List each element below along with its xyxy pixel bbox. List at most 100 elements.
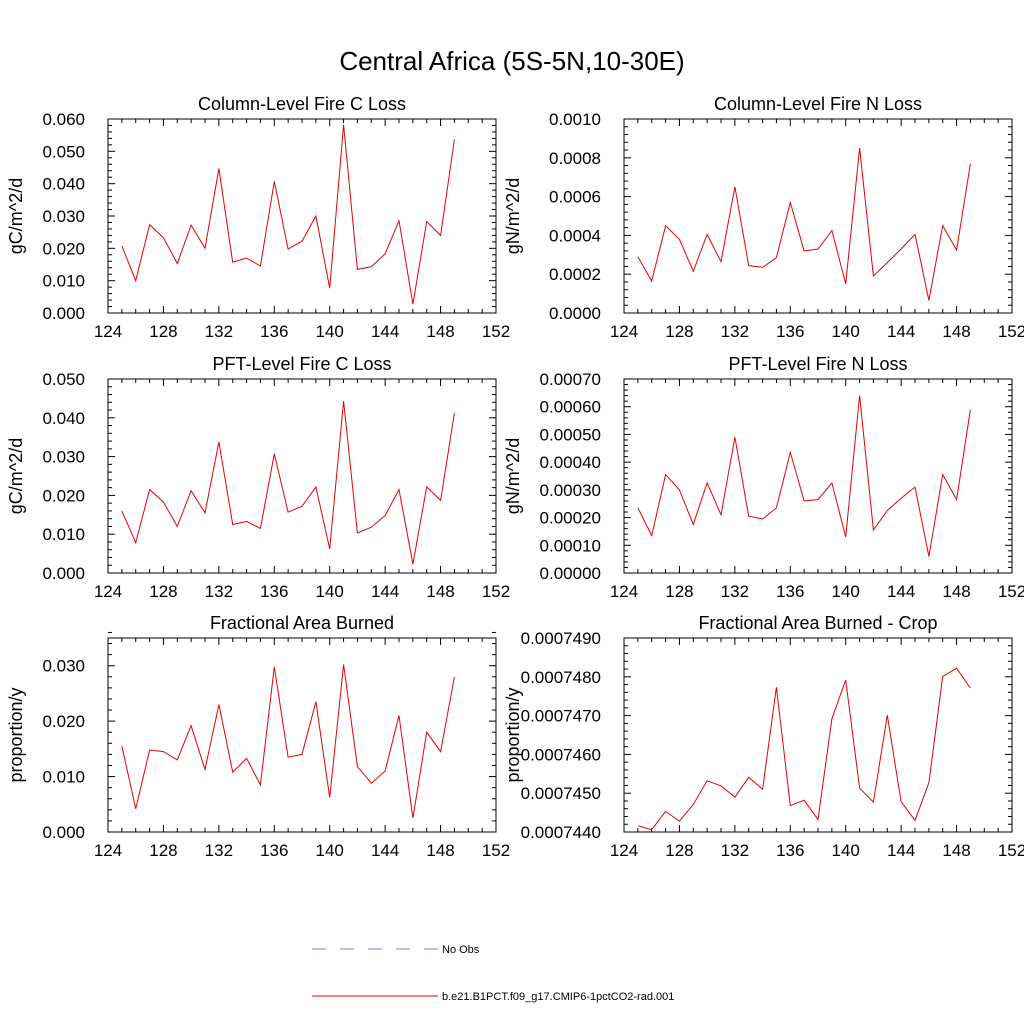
y-tick-label: 0.00020 bbox=[540, 509, 601, 528]
x-tick-label: 128 bbox=[149, 582, 177, 601]
x-tick-label: 132 bbox=[721, 841, 749, 860]
y-tick-label: 0.0004 bbox=[549, 226, 601, 245]
y-axis-label: proportion/y bbox=[6, 687, 26, 782]
chart-title: PFT-Level Fire N Loss bbox=[728, 354, 907, 374]
chart-title: Column-Level Fire C Loss bbox=[198, 94, 406, 114]
x-tick-label: 128 bbox=[149, 322, 177, 341]
x-tick-label: 124 bbox=[94, 582, 122, 601]
y-tick-label: 0.000 bbox=[42, 304, 85, 323]
y-tick-label: 0.00050 bbox=[540, 425, 601, 444]
x-tick-label: 144 bbox=[887, 582, 915, 601]
chart-panels: 124 128 132 136 140 144 148 152 0.000 0.010 0.020 0… bbox=[6, 94, 1024, 860]
y-tick-label: 0.000 bbox=[42, 564, 85, 583]
x-tick-label: 132 bbox=[721, 582, 749, 601]
x-tick-label: 148 bbox=[426, 841, 454, 860]
y-tick-label: 0.020 bbox=[42, 239, 85, 258]
y-axis-label: gN/m^2/d bbox=[503, 438, 523, 514]
y-tick-label: 0.0002 bbox=[549, 265, 601, 284]
y-tick-label: 0.00040 bbox=[540, 453, 601, 472]
figure-title: Central Africa (5S-5N,10-30E) bbox=[339, 46, 684, 76]
y-tick-label: 0.050 bbox=[42, 370, 85, 389]
x-tick-label: 124 bbox=[610, 322, 638, 341]
y-tick-label: 0.00010 bbox=[540, 536, 601, 555]
chart-panel-1: 124 128 132 136 140 144 148 152 0.000 0.010 0.020 0… bbox=[6, 94, 510, 341]
x-tick-label: 132 bbox=[205, 841, 233, 860]
x-tick-label: 144 bbox=[371, 582, 399, 601]
x-tick-label: 144 bbox=[887, 841, 915, 860]
series-line-1 bbox=[121, 664, 455, 819]
y-tick-label: 0.030 bbox=[42, 448, 85, 467]
plot-frame bbox=[107, 637, 497, 833]
y-tick-label: 0.00070 bbox=[540, 370, 601, 389]
chart-title: Fractional Area Burned - Crop bbox=[698, 613, 937, 633]
plot-frame bbox=[107, 378, 497, 574]
y-tick-label: 0.040 bbox=[42, 409, 85, 428]
x-tick-label: 140 bbox=[316, 841, 344, 860]
chart-panel-5: 124 128 132 136 140 144 148 152 0.000 0.010 0.020 0… bbox=[6, 613, 510, 860]
legend: No Obs b.e21.B1PCT.f09_g17.CMIP6-1pctCO2… bbox=[312, 944, 674, 1003]
y-tick-label: 0.050 bbox=[42, 142, 85, 161]
x-tick-label: 144 bbox=[371, 841, 399, 860]
series-line-1 bbox=[121, 124, 455, 305]
y-tick-label: 0.00060 bbox=[540, 398, 601, 417]
x-tick-label: 152 bbox=[998, 322, 1024, 341]
plot-frame bbox=[623, 637, 1013, 833]
y-tick-label: 0.00000 bbox=[540, 564, 601, 583]
y-tick-label: 0.0007480 bbox=[521, 668, 601, 687]
x-tick-label: 148 bbox=[426, 322, 454, 341]
x-tick-label: 124 bbox=[94, 841, 122, 860]
x-tick-label: 136 bbox=[776, 841, 804, 860]
y-tick-label: 0.00030 bbox=[540, 481, 601, 500]
x-tick-label: 132 bbox=[205, 322, 233, 341]
x-tick-label: 148 bbox=[942, 322, 970, 341]
legend-label-no-obs: No Obs bbox=[442, 944, 480, 956]
chart-panel-4: 124 128 132 136 140 144 148 152 0.00000 0.00010 0.… bbox=[503, 354, 1024, 601]
y-axis-label: gN/m^2/d bbox=[503, 178, 523, 254]
x-tick-label: 124 bbox=[610, 841, 638, 860]
y-tick-label: 0.0007440 bbox=[521, 823, 601, 842]
x-tick-label: 136 bbox=[260, 841, 288, 860]
plot-frame bbox=[107, 118, 497, 314]
x-tick-label: 152 bbox=[482, 322, 510, 341]
x-tick-label: 148 bbox=[942, 582, 970, 601]
x-tick-label: 148 bbox=[426, 582, 454, 601]
series-line-1 bbox=[637, 148, 971, 301]
series-line-1 bbox=[121, 401, 455, 565]
x-tick-label: 136 bbox=[260, 322, 288, 341]
x-tick-label: 124 bbox=[94, 322, 122, 341]
y-tick-label: 0.020 bbox=[42, 712, 85, 731]
y-tick-label: 0.030 bbox=[42, 657, 85, 676]
chart-panel-3: 124 128 132 136 140 144 148 152 0.000 0.010 0.020 0… bbox=[6, 354, 510, 601]
y-tick-label: 0.0006 bbox=[549, 188, 601, 207]
y-tick-label: 0.010 bbox=[42, 272, 85, 291]
y-tick-label: 0.0008 bbox=[549, 149, 601, 168]
y-tick-label: 0.010 bbox=[42, 768, 85, 787]
x-tick-label: 128 bbox=[665, 582, 693, 601]
x-tick-label: 144 bbox=[371, 322, 399, 341]
x-tick-label: 140 bbox=[316, 582, 344, 601]
y-tick-label: 0.030 bbox=[42, 207, 85, 226]
x-tick-label: 148 bbox=[942, 841, 970, 860]
x-tick-label: 128 bbox=[149, 841, 177, 860]
x-tick-label: 128 bbox=[665, 841, 693, 860]
y-tick-label: 0.0000 bbox=[549, 304, 601, 323]
plot-frame bbox=[623, 378, 1013, 574]
x-tick-label: 132 bbox=[205, 582, 233, 601]
chart-panel-2: 124 128 132 136 140 144 148 152 0.0000 0.0002 0.00… bbox=[503, 94, 1024, 341]
x-tick-label: 152 bbox=[998, 841, 1024, 860]
y-tick-label: 0.020 bbox=[42, 486, 85, 505]
x-tick-label: 152 bbox=[482, 841, 510, 860]
series-line-1 bbox=[637, 395, 971, 557]
x-tick-label: 144 bbox=[887, 322, 915, 341]
y-tick-label: 0.0007450 bbox=[521, 784, 601, 803]
chart-title: Column-Level Fire N Loss bbox=[714, 94, 922, 114]
plot-frame bbox=[623, 118, 1013, 314]
x-tick-label: 136 bbox=[776, 322, 804, 341]
x-tick-label: 132 bbox=[721, 322, 749, 341]
chart-panel-6: 124 128 132 136 140 144 148 152 0.0007440 0.00074… bbox=[503, 613, 1024, 860]
y-tick-label: 0.060 bbox=[42, 110, 85, 129]
x-tick-label: 140 bbox=[832, 841, 860, 860]
y-tick-label: 0.010 bbox=[42, 525, 85, 544]
y-axis-label: proportion/y bbox=[503, 687, 523, 782]
